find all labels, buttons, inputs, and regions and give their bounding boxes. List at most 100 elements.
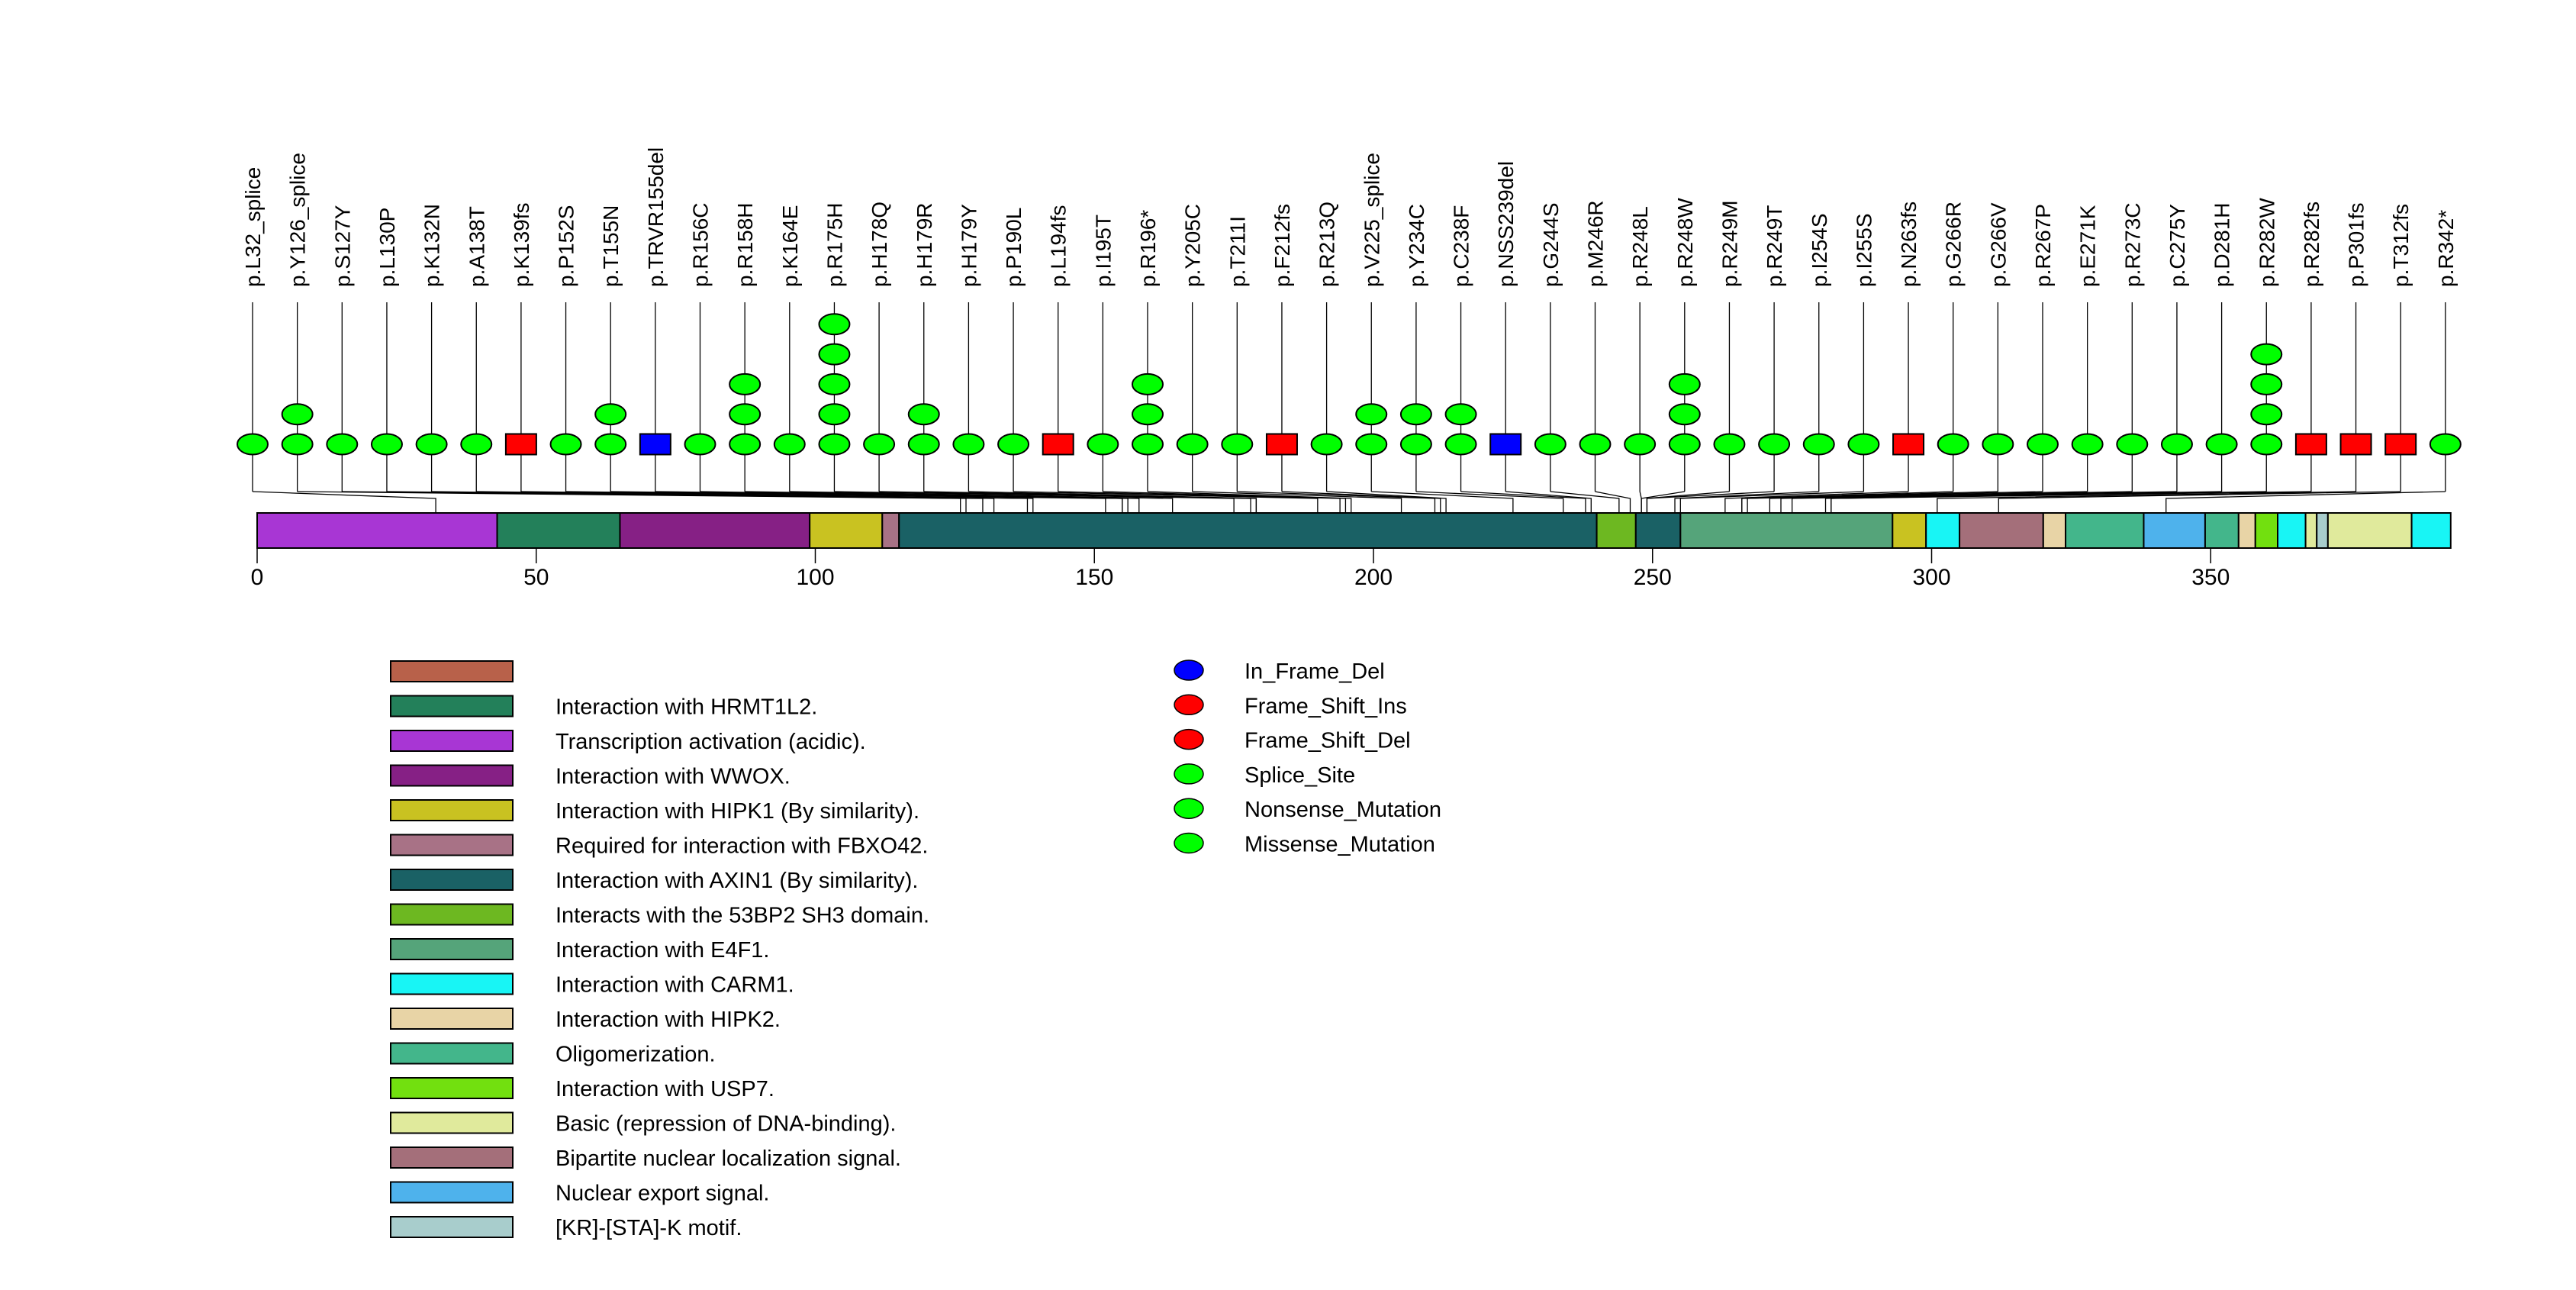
axis-tick-label: 250 [1634,565,1672,590]
mutation-marker-ellipse [2250,403,2283,426]
mutation-marker-ellipse [1982,433,2014,456]
mutation-marker-ellipse [773,433,806,456]
mutation-label: p.I254S [1808,213,1831,287]
mutation-label: p.E271K [2076,205,2100,287]
mutation-label: p.A138T [465,206,488,287]
legend-label: Basic (repression of DNA-binding). [555,1112,896,1137]
mutation-marker-ellipse [1668,372,1701,395]
mutation-label: p.H179R [913,202,936,287]
mutation-label: p.T312fs [2389,204,2413,287]
legend-swatch [390,1008,514,1030]
legend-label: Required for interaction with FBXO42. [555,834,928,859]
mutation-type-legend: In_Frame_Del Frame_Shift_Ins Frame_Shift_D… [1174,660,1441,857]
axis-tick-label: 350 [2191,565,2230,590]
legend-marker [1174,763,1204,785]
mutation-marker-square [1042,433,1074,456]
domain-segment [2065,512,2145,549]
legend-label: Interaction with AXIN1 (By similarity). [555,869,918,893]
domain-segment [1925,512,1961,549]
mutation-marker-ellipse [1713,433,1746,456]
legend-label: Bipartite nuclear localization signal. [555,1146,901,1171]
legend-label: Frame_Shift_Del [1245,729,1411,753]
mutation-marker-ellipse [1444,403,1477,426]
legend-swatch [390,869,514,891]
mutation-label: p.Y126_splice [286,153,310,287]
domain-segment [2326,512,2413,549]
domain-segment [2143,512,2206,549]
mutation-labels: p.L32_splice p.Y126_splice p.S127Y p.L130P p… [241,147,2458,287]
mutation-marker-ellipse [2429,433,2462,456]
legend-label: Interaction with USP7. [555,1077,774,1101]
mutation-label: p.R196* [1136,210,1160,287]
legend-label: Transcription activation (acidic). [555,730,866,754]
mutation-label: p.TRVR155del [644,147,668,287]
mutation-marker-ellipse [952,433,985,456]
domain-segment [619,512,811,549]
mutation-marker-ellipse [997,433,1030,456]
domain-segment [2254,512,2279,549]
mutation-marker-ellipse [1132,372,1164,395]
domain-segment [2204,512,2240,549]
mutation-marker-ellipse [549,433,582,456]
mutation-marker-ellipse [415,433,448,456]
mutation-marker-ellipse [1758,433,1791,456]
mutation-marker-ellipse [1847,433,1880,456]
mutation-markers [237,313,2462,456]
mutation-label: p.K132N [420,204,444,287]
mutation-label: p.R342* [2434,210,2458,287]
legend-swatch [390,799,514,821]
legend-label: Interaction with HRMT1L2. [555,695,817,720]
mutation-label: p.H179Y [957,204,980,287]
mutation-marker-ellipse [1579,433,1612,456]
mutation-label: p.R249T [1763,205,1786,287]
mutation-marker-ellipse [2205,433,2238,456]
mutation-label: p.G266V [1986,202,2010,287]
mutation-label: p.L130P [375,208,399,287]
mutation-marker-square [1892,433,1925,456]
mutation-marker-ellipse [1802,433,1835,456]
mutation-marker-ellipse [818,343,851,366]
mutation-marker-ellipse [2250,433,2283,456]
legend-label: Interaction with HIPK2. [555,1008,781,1032]
legend-swatch [390,764,514,787]
legend-marker [1174,728,1204,750]
mutation-stems [252,302,2446,492]
mutation-label: p.F212fs [1270,204,1294,287]
legend-marker [1174,798,1204,819]
mutation-marker-square [1265,433,1298,456]
domain-segment [2410,512,2452,549]
legend-label: Interaction with HIPK1 (By similarity). [555,799,919,824]
legend-swatch [390,903,514,926]
domain-segment [898,512,1598,549]
legend-label: Nuclear export signal. [555,1182,769,1206]
mutation-label: p.P190L [1002,208,1026,287]
legend-label: Splice_Site [1245,763,1355,788]
mutation-label: p.R156C [689,202,713,287]
mutation-marker-ellipse [326,433,359,456]
mutation-label: p.I195T [1091,214,1115,287]
mutation-marker-ellipse [2250,372,2283,395]
mutation-label: p.M246R [1584,200,1608,287]
mutation-label: p.Y205C [1181,204,1205,287]
domain-legend: Interaction with HRMT1L2. Transcription a… [390,660,929,1240]
mutation-marker-square [2339,433,2372,456]
mutation-marker-ellipse [818,403,851,426]
legend-swatch [390,730,514,752]
mutation-marker-ellipse [594,433,627,456]
mutation-marker-ellipse [818,372,851,395]
mutation-marker-ellipse [2071,433,2104,456]
legend-label: Interaction with CARM1. [555,973,794,998]
mutation-marker-ellipse [2160,433,2193,456]
mutation-label: p.R267P [2031,204,2055,287]
mutation-label: p.K164E [778,205,802,287]
mutation-label: p.H178Q [868,202,891,287]
mutation-label: p.V225_splice [1360,153,1383,287]
mutation-label: p.R175H [823,202,846,287]
mutation-marker-ellipse [907,403,940,426]
legend-label: Interaction with WWOX. [555,765,791,789]
legend-label: [KR]-[STA]-K motif. [555,1216,742,1240]
mutation-marker-ellipse [281,433,314,456]
domain-segment [881,512,900,549]
mutation-marker-ellipse [729,372,762,395]
